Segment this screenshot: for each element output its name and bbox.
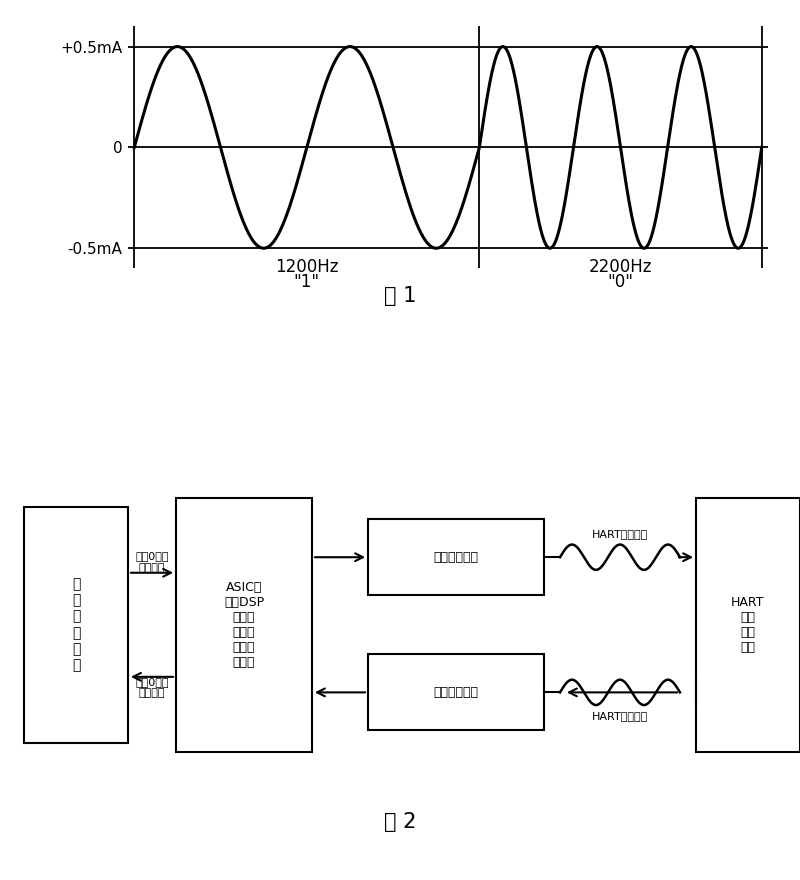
Text: HART接收信号: HART接收信号 [592, 711, 648, 721]
Text: 1200Hz: 1200Hz [275, 259, 338, 276]
Bar [176, 498, 312, 752]
Bar [696, 498, 800, 752]
Text: 图 2: 图 2 [384, 811, 416, 832]
Text: ASIC芯
片或DSP
芯片实
现的硬
件调制
解调器: ASIC芯 片或DSP 芯片实 现的硬 件调制 解调器 [224, 581, 264, 669]
Text: 逻辑0、１
发送信号: 逻辑0、１ 发送信号 [135, 552, 169, 573]
Text: HART发送信号: HART发送信号 [592, 529, 648, 539]
Text: 波形整形电路: 波形整形电路 [434, 551, 478, 564]
Text: "1": "1" [294, 274, 320, 291]
Text: 2200Hz: 2200Hz [589, 259, 652, 276]
Bar [24, 507, 128, 743]
Text: 逻辑0、１
接收信号: 逻辑0、１ 接收信号 [135, 677, 169, 698]
Bar [368, 655, 544, 730]
Text: 带通滤波电路: 带通滤波电路 [434, 686, 478, 699]
Text: 单
片
微
控
制
器: 单 片 微 控 制 器 [72, 577, 80, 672]
Text: HART
信号
传输
介质: HART 信号 传输 介质 [731, 596, 765, 654]
Text: 图 1: 图 1 [384, 286, 416, 306]
Bar [368, 519, 544, 595]
Text: "0": "0" [607, 274, 634, 291]
